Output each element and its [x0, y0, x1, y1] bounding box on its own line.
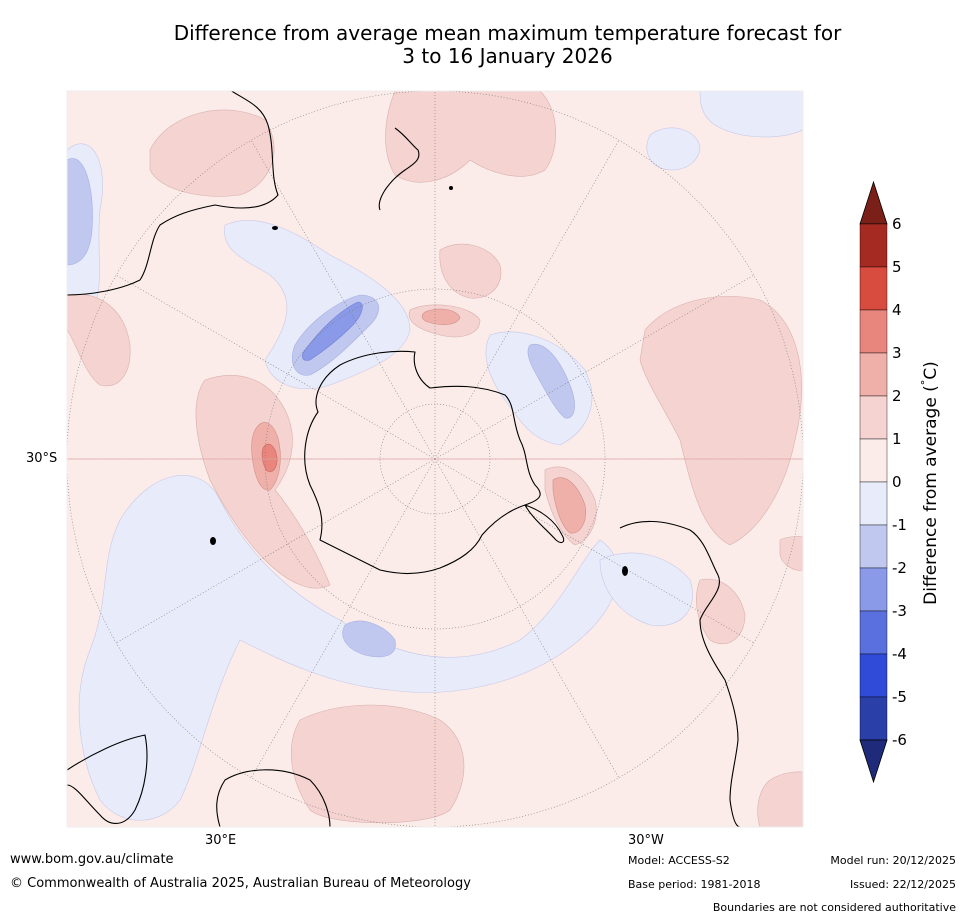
colorbar-title-unit: C) — [920, 361, 941, 380]
colorbar-tick-label: -1 — [892, 516, 907, 534]
colorbar-segment — [859, 266, 888, 311]
footer-model-run: Model run: 20/12/2025 — [830, 854, 956, 867]
island — [449, 186, 453, 190]
colorbar-tick-label: 2 — [892, 387, 902, 405]
colorbar-tick-label: 6 — [892, 215, 902, 233]
footer-disclaimer: Boundaries are not considered authoritat… — [712, 901, 956, 914]
anomaly-region-positive — [639, 295, 802, 546]
footer-issued: Issued: 22/12/2025 — [849, 878, 956, 891]
colorbar-segment — [859, 524, 888, 569]
island — [272, 226, 278, 230]
coastlines — [67, 91, 741, 827]
colorbar-segment — [859, 438, 888, 483]
longitude-label-30e: 30°E — [205, 833, 237, 848]
title-line-2: 3 to 16 January 2026 — [402, 44, 613, 68]
colorbar-segment — [859, 696, 888, 741]
anomaly-region-positive — [385, 91, 556, 183]
colorbar — [859, 180, 888, 784]
anomaly-region-positive — [291, 704, 465, 823]
colorbar-extend-low — [859, 739, 888, 784]
anomaly-region-negative-2 — [527, 343, 575, 419]
footer-copyright: © Commonwealth of Australia 2025, Austra… — [10, 876, 471, 891]
footer-base-period: Base period: 1981-2018 — [628, 878, 761, 891]
colorbar-title: Difference from average (°C) — [919, 361, 941, 605]
meridian — [250, 458, 436, 779]
colorbar-segment — [859, 352, 888, 397]
new-zealand-north-coastline — [378, 127, 420, 211]
colorbar-tick-label: -5 — [892, 688, 907, 706]
meridian — [434, 458, 755, 644]
islands — [210, 186, 628, 576]
anomaly-field — [67, 91, 803, 827]
colorbar-extend-high — [859, 180, 888, 225]
island — [622, 566, 628, 576]
meridian — [434, 274, 755, 460]
antarctic-peninsula-coastline — [524, 504, 565, 544]
colorbar-tick-label: -2 — [892, 559, 907, 577]
colorbar-segment — [859, 395, 888, 440]
map-frame — [66, 90, 804, 828]
anomaly-region-negative — [699, 91, 803, 138]
anomaly-region-positive — [439, 243, 502, 299]
australia-coastline — [67, 91, 279, 296]
africa-coastline — [67, 734, 148, 824]
meridian — [434, 458, 620, 779]
colorbar-tick-label: 4 — [892, 301, 902, 319]
latitude-label-30s: 30°S — [26, 451, 58, 466]
south-america-coastline — [619, 520, 741, 827]
anomaly-region-negative-2 — [67, 158, 93, 266]
anomaly-region-negative — [646, 127, 701, 171]
anomaly-region-positive — [696, 578, 746, 645]
colorbar-segment — [859, 610, 888, 655]
anomaly-region-negative-2 — [342, 620, 396, 658]
meridian — [115, 458, 436, 644]
footer-model: Model: ACCESS-S2 — [628, 854, 730, 867]
colorbar-title-text: Difference from average ( — [920, 385, 941, 605]
anomaly-region-positive — [779, 536, 803, 571]
colorbar-tick-label: 0 — [892, 473, 902, 491]
anomaly-region-negative — [224, 220, 411, 390]
madagascar-coastline — [216, 769, 331, 827]
colorbar-segment — [859, 653, 888, 698]
antarctica-coastline — [304, 350, 541, 575]
chart-title: Difference from average mean maximum tem… — [60, 22, 955, 68]
colorbar-segment — [859, 309, 888, 354]
colorbar-tick-label: 3 — [892, 344, 902, 362]
longitude-label-30w: 30°W — [628, 833, 664, 848]
anomaly-region-negative-3 — [301, 301, 363, 361]
colorbar-tick-label: -4 — [892, 645, 907, 663]
colorbar-tick-label: -3 — [892, 602, 907, 620]
island — [210, 537, 216, 545]
anomaly-region-positive — [67, 293, 131, 387]
colorbar-segment — [859, 481, 888, 526]
colorbar-tick-label: 5 — [892, 258, 902, 276]
anomaly-region-positive-2 — [421, 308, 461, 325]
colorbar-tick-label: 1 — [892, 430, 902, 448]
footer-website: www.bom.gov.au/climate — [10, 852, 174, 867]
title-line-1: Difference from average mean maximum tem… — [173, 21, 842, 45]
meridian — [434, 139, 620, 460]
colorbar-tick-label: -6 — [892, 731, 907, 749]
colorbar-segment — [859, 223, 888, 268]
colorbar-degree: ° — [919, 379, 933, 386]
meridian — [250, 139, 436, 460]
colorbar-segment — [859, 567, 888, 612]
meridian — [115, 274, 436, 460]
anomaly-region-positive — [757, 771, 803, 827]
anomaly-region-positive-2 — [552, 477, 586, 534]
anomaly-region-negative — [78, 475, 619, 821]
